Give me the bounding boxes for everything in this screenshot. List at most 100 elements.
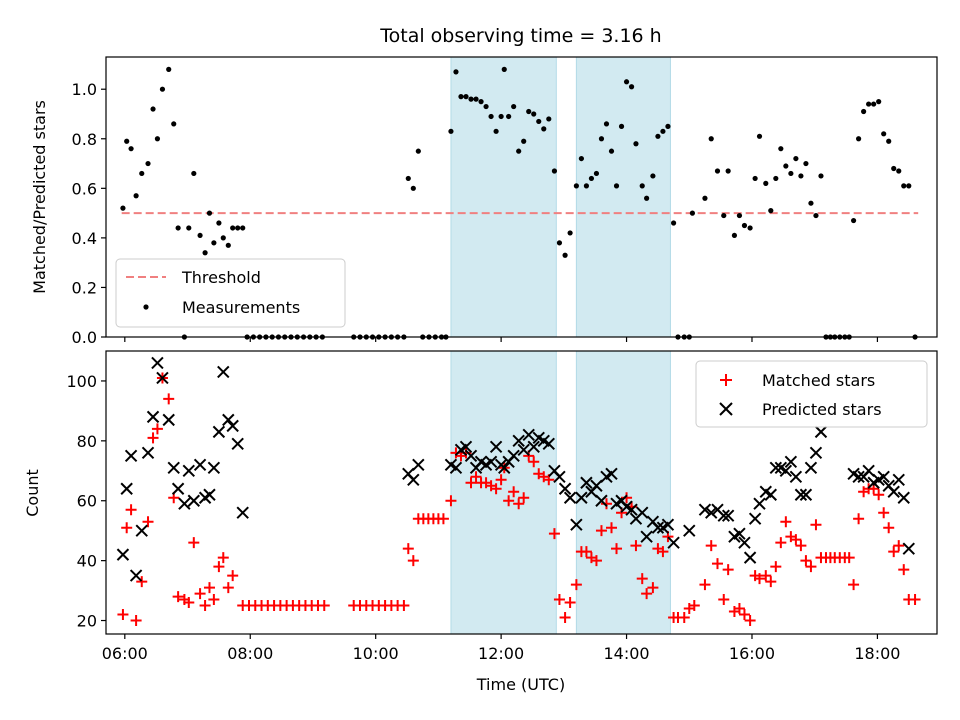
bottom-x-ticks: 06:00 08:00 10:00 12:00 14:00 16:00 18:00: [102, 634, 900, 663]
top-axes-frame: [105, 56, 938, 338]
predicted-star-point: [141, 446, 155, 460]
measurement-point: [498, 113, 504, 120]
measurement-point: [725, 168, 731, 174]
matched-star-point: [470, 471, 482, 483]
predicted-star-point: [171, 482, 185, 495]
measurement-point: [186, 225, 192, 231]
matched-star-point: [647, 582, 659, 594]
measurement-point: [235, 225, 241, 231]
predicted-star-point: [542, 437, 555, 451]
predicted-star-point: [799, 488, 813, 501]
predicted-star-point: [498, 461, 511, 475]
predicted-star-point: [753, 497, 766, 510]
predicted-star-point: [193, 458, 207, 472]
predicted-star-point: [897, 491, 910, 504]
predicted-star-point: [743, 551, 757, 564]
predicted-star-point: [698, 503, 712, 516]
matched-star-point: [688, 600, 700, 612]
top-y-axis-label: Matched/Predicted stars: [30, 100, 49, 294]
measurement-point: [731, 232, 738, 239]
measurement-point: [628, 84, 635, 90]
measurement-point: [175, 225, 181, 231]
predicted-star-point: [651, 521, 665, 534]
predicted-star-point: [625, 503, 638, 516]
predicted-star-point: [120, 482, 133, 495]
measurement-point: [478, 99, 484, 105]
predicted-star-point: [595, 494, 608, 507]
measurement-point: [660, 128, 666, 134]
predicted-star-point: [779, 464, 793, 477]
top-y-tick-label: 1.0: [72, 80, 97, 99]
bottom-matched-points: [117, 372, 921, 627]
matched-star-point: [402, 543, 414, 555]
predicted-star-point: [636, 506, 649, 519]
matched-star-point: [147, 432, 159, 444]
matched-star-point: [495, 474, 507, 486]
predicted-legend-marker: [719, 402, 733, 416]
measurement-point: [639, 183, 645, 189]
measurement-point: [598, 136, 605, 142]
predicted-star-point: [217, 365, 230, 379]
measurement-point: [211, 240, 217, 246]
x-tick-label: 18:00: [854, 644, 900, 663]
measurement-point: [818, 173, 824, 179]
matched-star-point: [754, 573, 766, 585]
predicted-star-point: [683, 524, 696, 537]
matched-star-point: [657, 546, 669, 558]
matched-star-point: [611, 543, 623, 555]
matched-star-point: [318, 600, 330, 612]
bottom-predicted-points: [116, 356, 915, 582]
predicted-star-point: [580, 476, 593, 489]
measurement-point: [613, 183, 620, 189]
matched-star-point: [883, 522, 895, 534]
top-y-ticks: 0.0 0.2 0.4 0.6 0.8 1.0: [72, 80, 106, 347]
measurement-point: [159, 86, 166, 92]
measurement-point: [488, 113, 494, 120]
predicted-star-point: [512, 434, 525, 448]
measurement-point: [415, 148, 421, 154]
matched-star-point: [125, 504, 137, 516]
measurement-point: [578, 155, 584, 162]
matched-star-point: [203, 582, 215, 594]
matched-star-point: [437, 513, 449, 525]
matched-star-point: [641, 588, 653, 600]
predicted-star-point: [705, 506, 718, 519]
predicted-star-point: [231, 437, 244, 451]
measurement-point: [405, 175, 411, 182]
measurement-point: [752, 175, 758, 182]
matched-star-point: [630, 540, 642, 552]
matched-star-point: [142, 516, 154, 528]
measurement-point: [583, 183, 590, 189]
bottom-y-tick-label: 100: [66, 372, 97, 391]
matched-star-point: [843, 552, 855, 564]
matched-star-point: [790, 534, 802, 546]
measurement-point: [493, 128, 499, 134]
matched-star-point: [136, 576, 148, 588]
predicted-star-point: [558, 482, 572, 495]
predicted-star-point: [570, 518, 583, 531]
measurement-point: [768, 208, 774, 214]
matched-star-point: [699, 579, 711, 591]
matched-star-point: [600, 498, 612, 510]
measurement-point: [665, 123, 671, 129]
measurement-point: [850, 217, 857, 224]
measurement-point: [813, 212, 819, 219]
measurement-point: [756, 133, 763, 139]
measurement-point: [783, 163, 789, 169]
top-y-tick-label: 0.6: [72, 179, 97, 198]
predicted-star-point: [212, 425, 226, 439]
matched-star-point: [163, 393, 175, 405]
predicted-star-point: [527, 440, 540, 454]
matched-star-point: [553, 594, 565, 606]
x-tick-label: 14:00: [603, 644, 649, 663]
measurement-point: [191, 170, 197, 177]
measurements-legend-marker: [143, 304, 149, 310]
measurement-point: [633, 141, 639, 147]
measurement-point: [871, 101, 877, 107]
matched-star-point: [733, 603, 745, 615]
bottom-y-tick-label: 60: [77, 492, 97, 511]
predicted-star-point: [226, 419, 239, 433]
matched-star-point: [705, 540, 717, 552]
measurement-point: [202, 250, 208, 256]
measurement-point: [866, 101, 872, 107]
